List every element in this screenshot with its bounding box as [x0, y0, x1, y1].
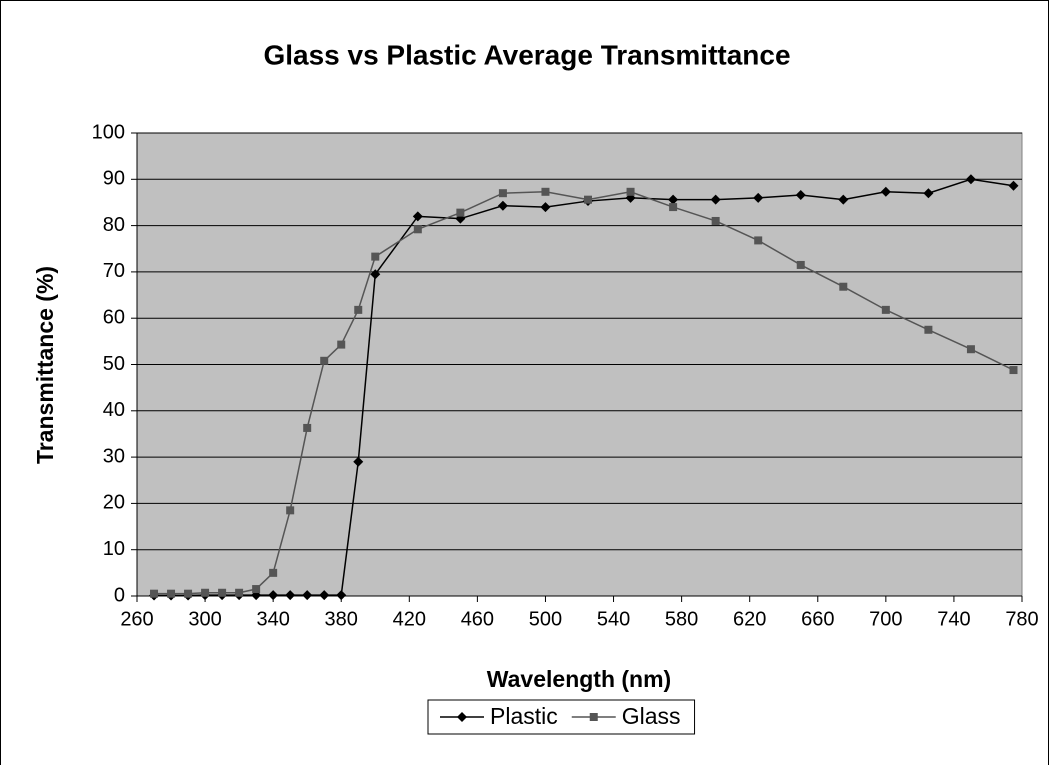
y-tick-label: 70	[103, 260, 125, 282]
y-tick-label: 30	[103, 445, 125, 467]
marker	[1008, 180, 1019, 191]
marker	[498, 189, 507, 198]
x-tick-label: 260	[120, 608, 153, 630]
x-tick-label: 740	[937, 608, 970, 630]
marker	[838, 194, 849, 205]
x-tick-label: 380	[325, 608, 358, 630]
x-tick-label: 340	[256, 608, 289, 630]
y-tick-label: 80	[103, 214, 125, 236]
marker	[286, 506, 295, 515]
x-tick-label: 580	[665, 608, 698, 630]
marker	[754, 236, 763, 245]
legend-label: Plastic	[490, 703, 558, 729]
marker	[541, 187, 550, 196]
marker	[201, 588, 210, 597]
marker	[370, 269, 381, 280]
marker	[456, 208, 465, 217]
marker	[371, 252, 380, 261]
legend: Plastic Glass	[427, 699, 696, 735]
marker	[1009, 366, 1018, 375]
legend-label: Glass	[622, 703, 681, 729]
marker	[354, 305, 363, 314]
legend-marker	[589, 713, 598, 721]
marker	[966, 345, 975, 354]
marker	[268, 590, 279, 601]
x-tick-label: 460	[461, 608, 494, 630]
marker	[881, 305, 890, 314]
marker	[795, 190, 806, 201]
marker	[839, 282, 848, 291]
y-tick-label: 90	[103, 168, 125, 190]
x-tick-label: 700	[869, 608, 902, 630]
marker	[710, 194, 721, 205]
chart-title: Glass vs Plastic Average Transmittance	[263, 39, 790, 70]
marker	[753, 192, 764, 203]
marker	[880, 186, 891, 197]
marker	[285, 590, 296, 601]
marker	[923, 188, 934, 199]
marker	[167, 589, 176, 598]
marker	[218, 588, 227, 597]
marker	[303, 423, 312, 432]
marker	[497, 200, 508, 211]
marker	[796, 260, 805, 269]
marker	[711, 216, 720, 225]
marker	[584, 195, 593, 204]
x-tick-label: 620	[733, 608, 766, 630]
marker	[540, 202, 551, 213]
y-tick-label: 10	[103, 538, 125, 560]
marker	[235, 588, 244, 597]
y-tick-label: 0	[114, 584, 125, 606]
y-tick-label: 60	[103, 306, 125, 328]
marker	[150, 589, 159, 598]
y-axis-title: Transmittance (%)	[32, 266, 58, 464]
x-tick-label: 500	[529, 608, 562, 630]
marker	[412, 211, 423, 222]
marker	[353, 456, 364, 467]
x-tick-label: 420	[393, 608, 426, 630]
legend-marker	[457, 712, 467, 722]
y-tick-label: 100	[92, 121, 125, 143]
marker	[269, 568, 278, 577]
x-tick-label: 660	[801, 608, 834, 630]
marker	[668, 194, 679, 205]
y-tick-label: 50	[103, 353, 125, 375]
marker	[184, 589, 193, 598]
marker	[924, 325, 933, 334]
x-tick-label: 540	[597, 608, 630, 630]
marker	[319, 590, 330, 601]
marker	[320, 356, 329, 365]
marker	[302, 590, 313, 601]
x-tick-label: 780	[1005, 608, 1038, 630]
marker	[413, 225, 422, 234]
marker	[337, 340, 346, 349]
marker	[336, 590, 347, 601]
marker	[965, 174, 976, 185]
y-tick-label: 20	[103, 492, 125, 514]
x-axis-title: Wavelength (nm)	[487, 666, 671, 692]
y-tick-label: 40	[103, 399, 125, 421]
marker	[669, 203, 678, 212]
marker	[626, 187, 635, 196]
marker	[252, 585, 261, 594]
x-tick-label: 300	[188, 608, 221, 630]
